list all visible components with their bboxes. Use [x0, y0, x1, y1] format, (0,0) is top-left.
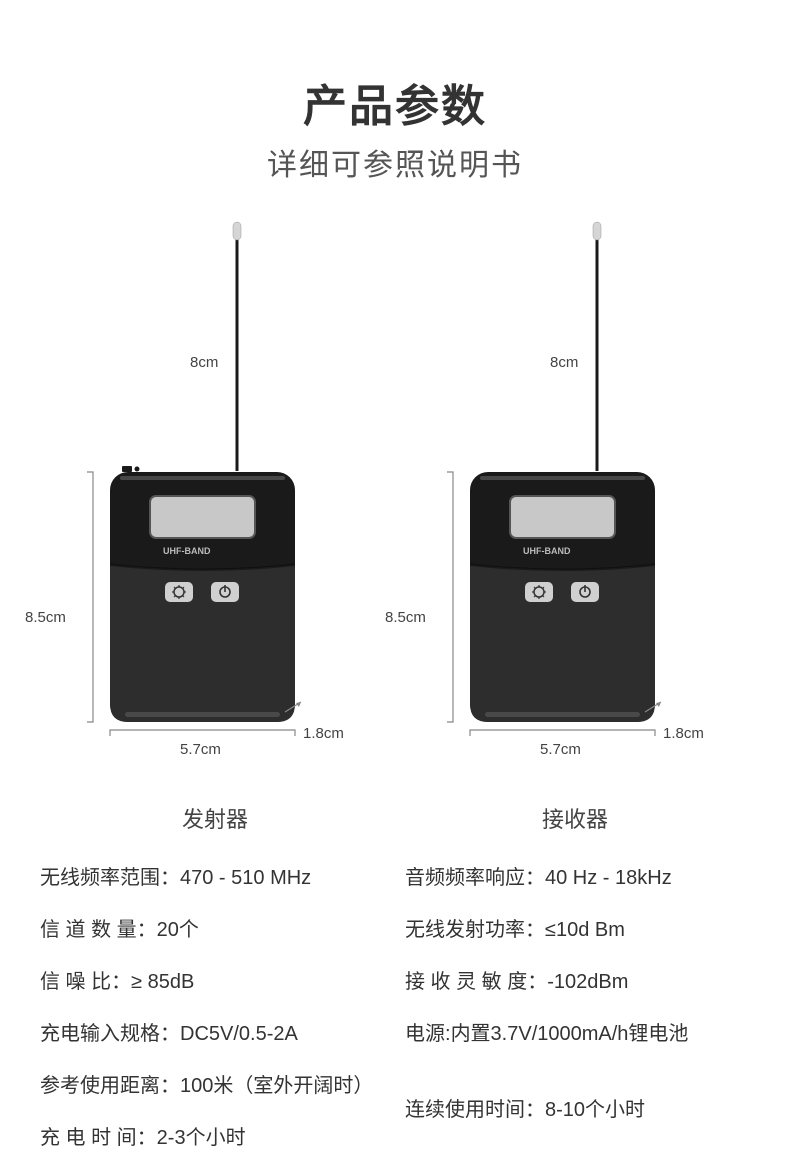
settings-button-tx: [165, 582, 193, 602]
page-title: 产品参数: [0, 70, 790, 134]
transmitter-label: 发射器: [75, 802, 355, 834]
page-subtitle: 详细可参照说明书: [0, 140, 790, 184]
height-label-tx: 8.5cm: [25, 609, 66, 626]
depth-label-rx: 1.8cm: [663, 725, 704, 742]
spec-row: 无线频率范围：470 - 510 MHz: [40, 864, 385, 892]
device-transmitter: 8cm UHF-BAND: [75, 214, 355, 834]
spec-row: 接 收 灵 敏 度：-102dBm: [405, 968, 750, 996]
specs-right-col: 音频频率响应：40 Hz - 18kHz 无线发射功率：≤10d Bm 接 收 …: [405, 864, 750, 1176]
depth-label-tx: 1.8cm: [303, 725, 344, 742]
spec-row: 信 噪 比：≥ 85dB: [40, 968, 385, 996]
device-diagram-row: 8cm UHF-BAND: [0, 214, 790, 834]
settings-button-rx: [525, 582, 553, 602]
spec-row: 信 道 数 量：20个: [40, 916, 385, 944]
spec-row: 无线发射功率：≤10d Bm: [405, 916, 750, 944]
spec-row: 充电输入规格：DC5V/0.5-2A: [40, 1020, 385, 1048]
power-button-tx: [211, 582, 239, 602]
receiver-label: 接收器: [435, 802, 715, 834]
spec-row: 充 电 时 间：2-3个小时: [40, 1124, 385, 1152]
antenna-height-label: 8cm: [190, 354, 218, 371]
spec-row: 参考使用距离：100米（室外开阔时）: [40, 1072, 385, 1100]
width-label-tx: 5.7cm: [180, 741, 221, 758]
power-button-rx: [571, 582, 599, 602]
spec-row: 音频频率响应：40 Hz - 18kHz: [405, 864, 750, 892]
band-label-rx: UHF-BAND: [523, 546, 571, 556]
device-receiver: 8cm UHF-BAND: [435, 214, 715, 834]
antenna-height-label-rx: 8cm: [550, 354, 578, 371]
spec-row: 电源:内置3.7V/1000mA/h锂电池: [405, 1020, 750, 1048]
receiver-svg: 8cm UHF-BAND: [435, 214, 715, 794]
spec-row: 连续使用时间：8-10个小时: [405, 1096, 750, 1124]
transmitter-svg: 8cm UHF-BAND: [75, 214, 355, 794]
width-label-rx: 5.7cm: [540, 741, 581, 758]
band-label-tx: UHF-BAND: [163, 546, 211, 556]
height-label-rx: 8.5cm: [385, 609, 426, 626]
specs-left-col: 无线频率范围：470 - 510 MHz 信 道 数 量：20个 信 噪 比：≥…: [40, 864, 385, 1176]
